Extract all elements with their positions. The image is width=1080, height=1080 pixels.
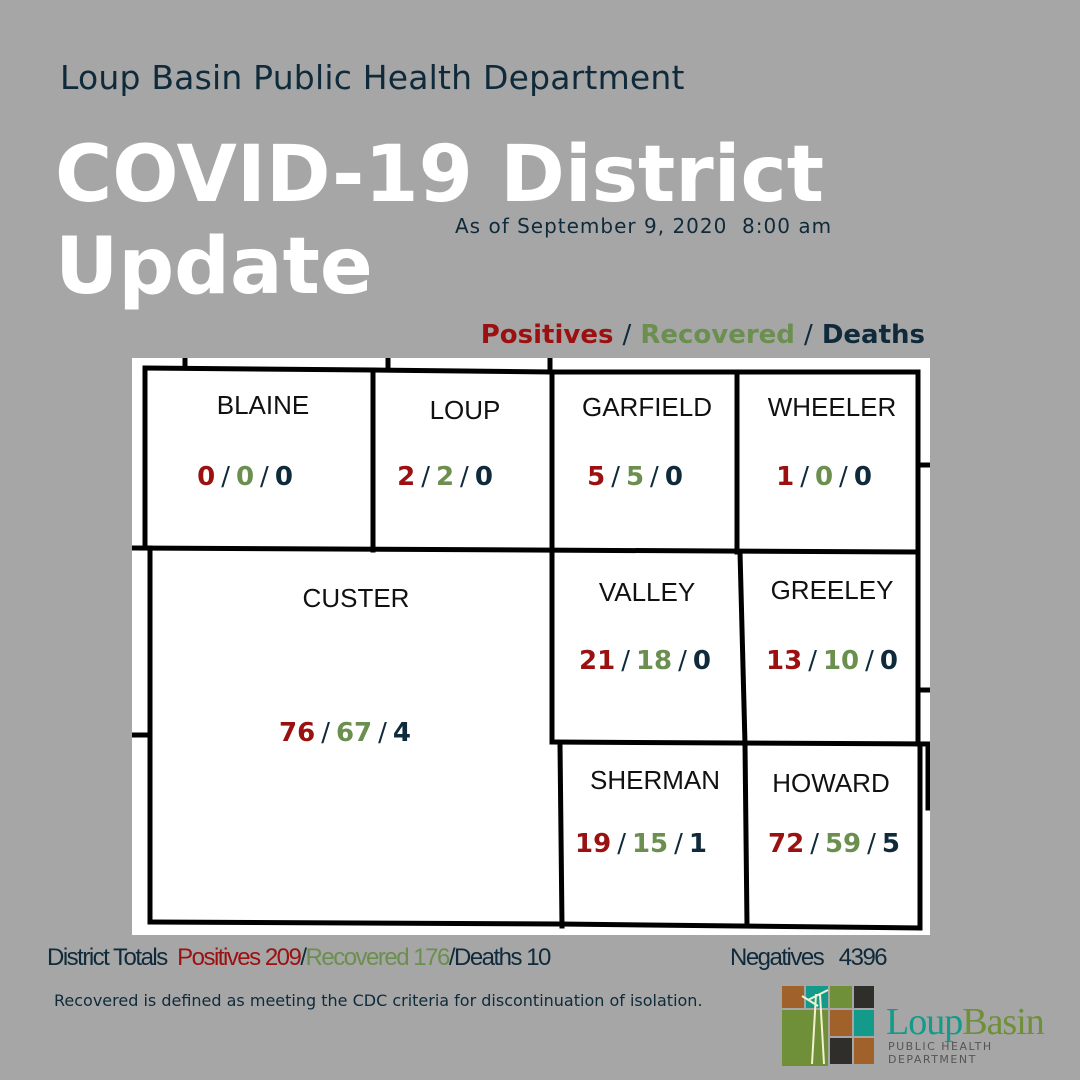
totals-separator: /	[300, 944, 307, 971]
county-name: GREELEY	[770, 575, 894, 605]
county-deaths: 4	[392, 718, 411, 748]
page-title-line1: COVID-19 District	[55, 130, 825, 220]
county-counts: 1/0/0	[776, 462, 872, 492]
separator: /	[674, 829, 683, 859]
county-counts: 13/10/0	[766, 646, 898, 676]
negatives-value: 4396	[838, 944, 888, 971]
separator: /	[800, 462, 809, 492]
county-positives: 13	[766, 646, 803, 676]
separator: /	[839, 462, 848, 492]
logo-word-basin: Basin	[962, 1001, 1045, 1043]
county-positives: 0	[197, 462, 216, 492]
county-counts: 0/0/0	[197, 462, 293, 492]
separator: /	[867, 829, 876, 859]
totals-label: District Totals	[47, 944, 168, 971]
logo-subtitle: PUBLIC HEALTH DEPARTMENT	[888, 1040, 993, 1066]
separator: /	[678, 646, 687, 676]
separator: /	[321, 718, 330, 748]
county-recovered: 59	[824, 829, 862, 859]
logo-word-loup: Loup	[886, 1001, 963, 1043]
county-positives: 21	[579, 646, 616, 676]
separator: /	[460, 462, 469, 492]
county-deaths: 1	[688, 829, 707, 859]
county-deaths: 5	[881, 829, 900, 859]
county-recovered: 10	[822, 646, 860, 676]
county-deaths: 0	[692, 646, 711, 676]
legend-separator: /	[622, 320, 632, 350]
legend-recovered: Recovered	[640, 320, 795, 350]
separator: /	[378, 718, 387, 748]
separator: /	[621, 646, 630, 676]
separator: /	[650, 462, 659, 492]
county-recovered: 5	[625, 462, 645, 492]
district-totals: District Totals Positives 209/Recovered …	[47, 944, 551, 972]
county-deaths: 0	[664, 462, 683, 492]
county-map	[132, 358, 930, 935]
recovered-definition-note: Recovered is defined as meeting the CDC …	[54, 991, 703, 1010]
county-deaths: 0	[853, 462, 872, 492]
county-counts: 72/59/5	[768, 829, 900, 859]
county-deaths: 0	[879, 646, 898, 676]
separator: /	[221, 462, 230, 492]
county-positives: 72	[768, 829, 805, 859]
county-name: HOWARD	[772, 768, 890, 798]
totals-positives: Positives 209	[177, 944, 302, 971]
separator: /	[865, 646, 874, 676]
legend-positives: Positives	[480, 320, 614, 350]
separator: /	[260, 462, 269, 492]
county-name: BLAINE	[216, 390, 310, 420]
legend-deaths: Deaths	[821, 320, 925, 350]
separator: /	[810, 829, 819, 859]
separator: /	[611, 462, 620, 492]
totals-separator: /	[448, 944, 456, 971]
county-deaths: 0	[274, 462, 293, 492]
loup-basin-logo-icon	[782, 986, 874, 1066]
county-counts: 19/15/1	[575, 829, 707, 859]
county-positives: 1	[776, 462, 795, 492]
county-counts: 2/2/0	[397, 462, 493, 492]
totals-deaths: Deaths 10	[453, 944, 551, 971]
totals-recovered: Recovered 176	[305, 944, 451, 971]
legend-separator: /	[803, 320, 813, 350]
as-of-date: As of September 9, 2020 8:00 am	[455, 214, 833, 238]
county-deaths: 0	[474, 462, 493, 492]
county-recovered: 67	[335, 718, 373, 748]
county-positives: 5	[587, 462, 606, 492]
county-positives: 2	[397, 462, 416, 492]
county-recovered: 0	[235, 462, 255, 492]
county-name: LOUP	[429, 395, 501, 425]
county-recovered: 15	[631, 829, 669, 859]
county-counts: 76/67/4	[279, 718, 411, 748]
county-positives: 19	[575, 829, 612, 859]
logo-wordmark: LoupBasin	[886, 1000, 1045, 1044]
negatives-label: Negatives	[730, 944, 825, 971]
separator: /	[617, 829, 626, 859]
separator: /	[808, 646, 817, 676]
county-borders	[132, 358, 930, 931]
county-counts: 5/5/0	[587, 462, 683, 492]
county-counts: 21/18/0	[579, 646, 711, 676]
county-name: WHEELER	[767, 392, 897, 422]
county-recovered: 0	[814, 462, 834, 492]
county-recovered: 2	[435, 462, 455, 492]
page-title-line2: Update	[55, 222, 373, 312]
county-name: VALLEY	[598, 577, 696, 607]
county-recovered: 18	[635, 646, 673, 676]
county-name: SHERMAN	[589, 765, 721, 795]
negatives-total: Negatives 4396	[730, 944, 888, 972]
county-name: CUSTER	[302, 583, 410, 613]
county-name: GARFIELD	[581, 392, 713, 422]
county-positives: 76	[279, 718, 316, 748]
organization-name: Loup Basin Public Health Department	[60, 58, 685, 97]
legend: Positives / Recovered / Deaths	[481, 320, 925, 350]
separator: /	[421, 462, 430, 492]
